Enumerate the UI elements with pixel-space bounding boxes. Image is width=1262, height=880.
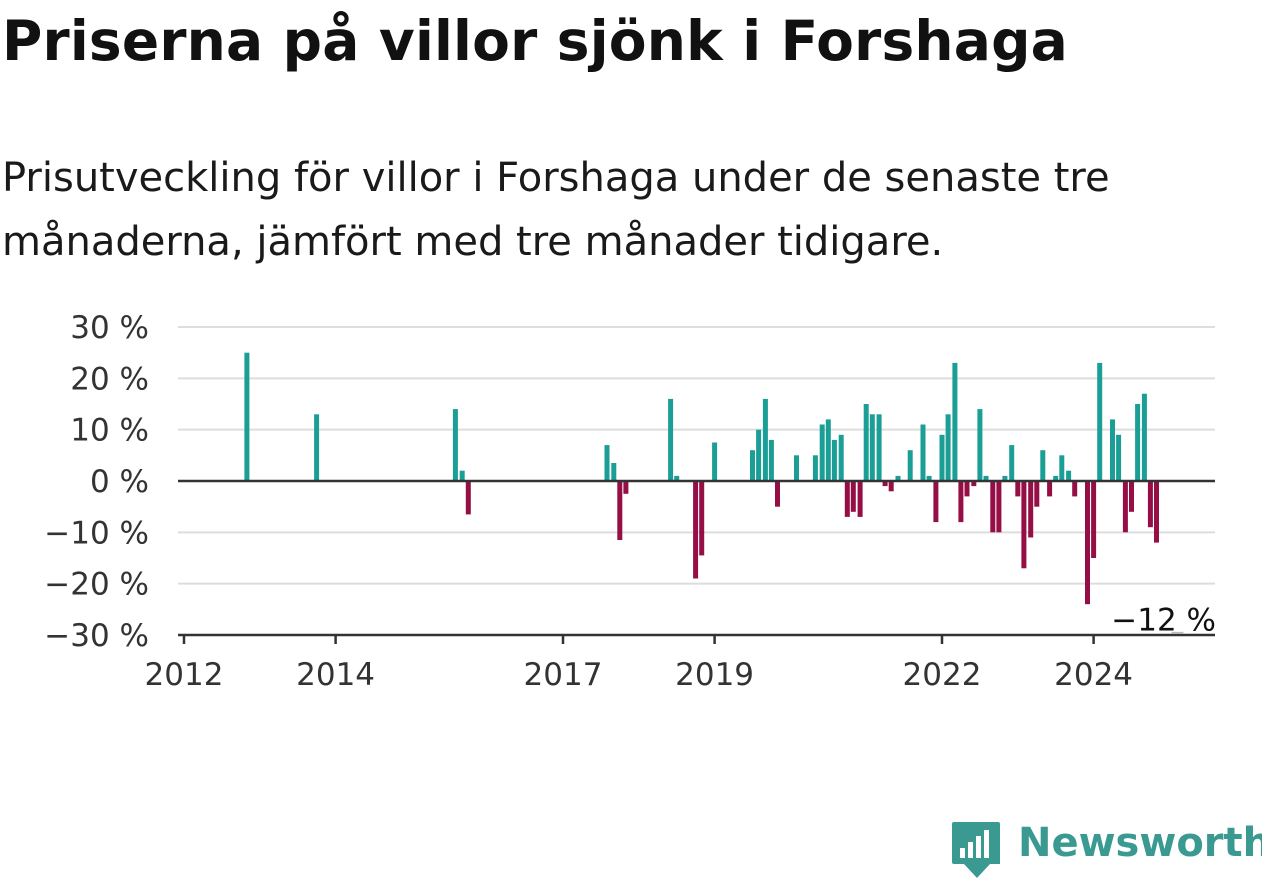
bar xyxy=(1059,455,1065,481)
bar xyxy=(1135,404,1141,481)
bar xyxy=(452,409,458,481)
bar xyxy=(604,445,610,481)
bar xyxy=(939,434,945,481)
bar xyxy=(1110,419,1115,481)
axes xyxy=(178,479,1215,644)
bar xyxy=(775,481,780,507)
annotation-label: −12 % xyxy=(1111,603,1216,639)
bar xyxy=(812,455,818,481)
bar xyxy=(623,481,629,494)
bar xyxy=(1116,434,1122,481)
bar xyxy=(907,450,913,481)
bar xyxy=(850,481,856,512)
bar xyxy=(869,414,875,481)
bar xyxy=(693,481,699,579)
x-tick-label: 2024 xyxy=(1054,657,1133,693)
bar xyxy=(996,481,1002,533)
bar xyxy=(1097,362,1103,481)
bar xyxy=(838,434,844,481)
bar xyxy=(977,409,983,481)
x-tick-label: 2017 xyxy=(524,657,603,693)
annotations: −12 % xyxy=(1111,603,1216,639)
y-tick-labels: 30 % 20 % 10 % 0 % −10 % −20 % −30 % xyxy=(44,310,149,654)
bar xyxy=(1021,481,1027,569)
bar xyxy=(964,481,970,497)
bar xyxy=(794,455,799,481)
newsworthy-logo: Newsworthy xyxy=(950,816,1262,878)
y-tick-label: −20 % xyxy=(44,567,149,603)
bar xyxy=(990,481,996,533)
bar xyxy=(933,481,939,523)
x-tick-label: 2014 xyxy=(296,657,375,693)
bar xyxy=(863,404,869,481)
gridlines xyxy=(178,326,1215,585)
bar xyxy=(857,481,863,517)
bar xyxy=(1047,481,1053,497)
bar xyxy=(895,475,901,481)
logo-text: Newsworthy xyxy=(1018,820,1262,866)
bar xyxy=(876,414,882,481)
logo-icon xyxy=(952,822,1000,878)
bar xyxy=(1040,450,1046,481)
bar xyxy=(958,481,964,523)
bar xyxy=(1085,481,1090,605)
bar xyxy=(1009,445,1015,481)
bar xyxy=(819,424,825,481)
bar xyxy=(244,352,250,481)
bar xyxy=(971,481,977,487)
bar xyxy=(1034,481,1040,507)
bar xyxy=(768,439,774,481)
bar xyxy=(762,398,768,481)
x-tick-labels: 2012 2014 2017 2019 2022 2024 xyxy=(145,657,1134,693)
bar xyxy=(945,414,951,481)
bar xyxy=(617,481,623,540)
x-tick-label: 2012 xyxy=(145,657,224,693)
bar xyxy=(1154,481,1159,543)
bar xyxy=(1066,470,1072,481)
bar xyxy=(668,398,674,481)
bar xyxy=(1147,481,1153,528)
bar xyxy=(459,470,465,481)
bar xyxy=(882,481,888,487)
x-tick-label: 2022 xyxy=(903,657,982,693)
y-tick-label: 20 % xyxy=(70,361,149,397)
bar xyxy=(983,475,989,481)
bar xyxy=(465,481,471,515)
bar-chart: 30 %20 %10 %0 %−10 %−20 %−30 % 2012 2014 2… xyxy=(44,310,1216,693)
bar xyxy=(611,463,617,481)
bar xyxy=(1129,481,1134,512)
bar xyxy=(1141,393,1147,481)
bar xyxy=(1002,475,1008,481)
bar xyxy=(1091,481,1097,558)
y-tick-label: 30 % xyxy=(70,310,149,346)
bar xyxy=(699,481,705,556)
bar xyxy=(831,439,837,481)
bar xyxy=(756,429,762,481)
bar xyxy=(1122,481,1128,533)
bar xyxy=(952,362,958,481)
x-tick-label: 2019 xyxy=(675,657,754,693)
bar xyxy=(750,450,755,481)
bar xyxy=(926,475,932,481)
bar xyxy=(888,481,894,492)
y-tick-label: −10 % xyxy=(44,515,149,551)
bar xyxy=(1015,481,1021,497)
bar xyxy=(1053,475,1059,481)
bar xyxy=(920,424,926,481)
chart-subtitle: Prisutveckling för villor i Forshaga und… xyxy=(2,155,1110,265)
bar xyxy=(844,481,850,517)
bar xyxy=(712,442,718,481)
bars xyxy=(244,352,1159,605)
bar xyxy=(1028,481,1034,538)
y-tick-label: −30 % xyxy=(44,618,149,654)
bar xyxy=(1072,481,1078,497)
y-tick-label: 0 % xyxy=(90,464,149,500)
chart-title: Priserna på villor sjönk i Forshaga xyxy=(2,9,1068,73)
bar xyxy=(825,419,831,481)
bar xyxy=(674,475,680,481)
y-tick-label: 10 % xyxy=(70,413,149,449)
bar xyxy=(314,414,320,481)
